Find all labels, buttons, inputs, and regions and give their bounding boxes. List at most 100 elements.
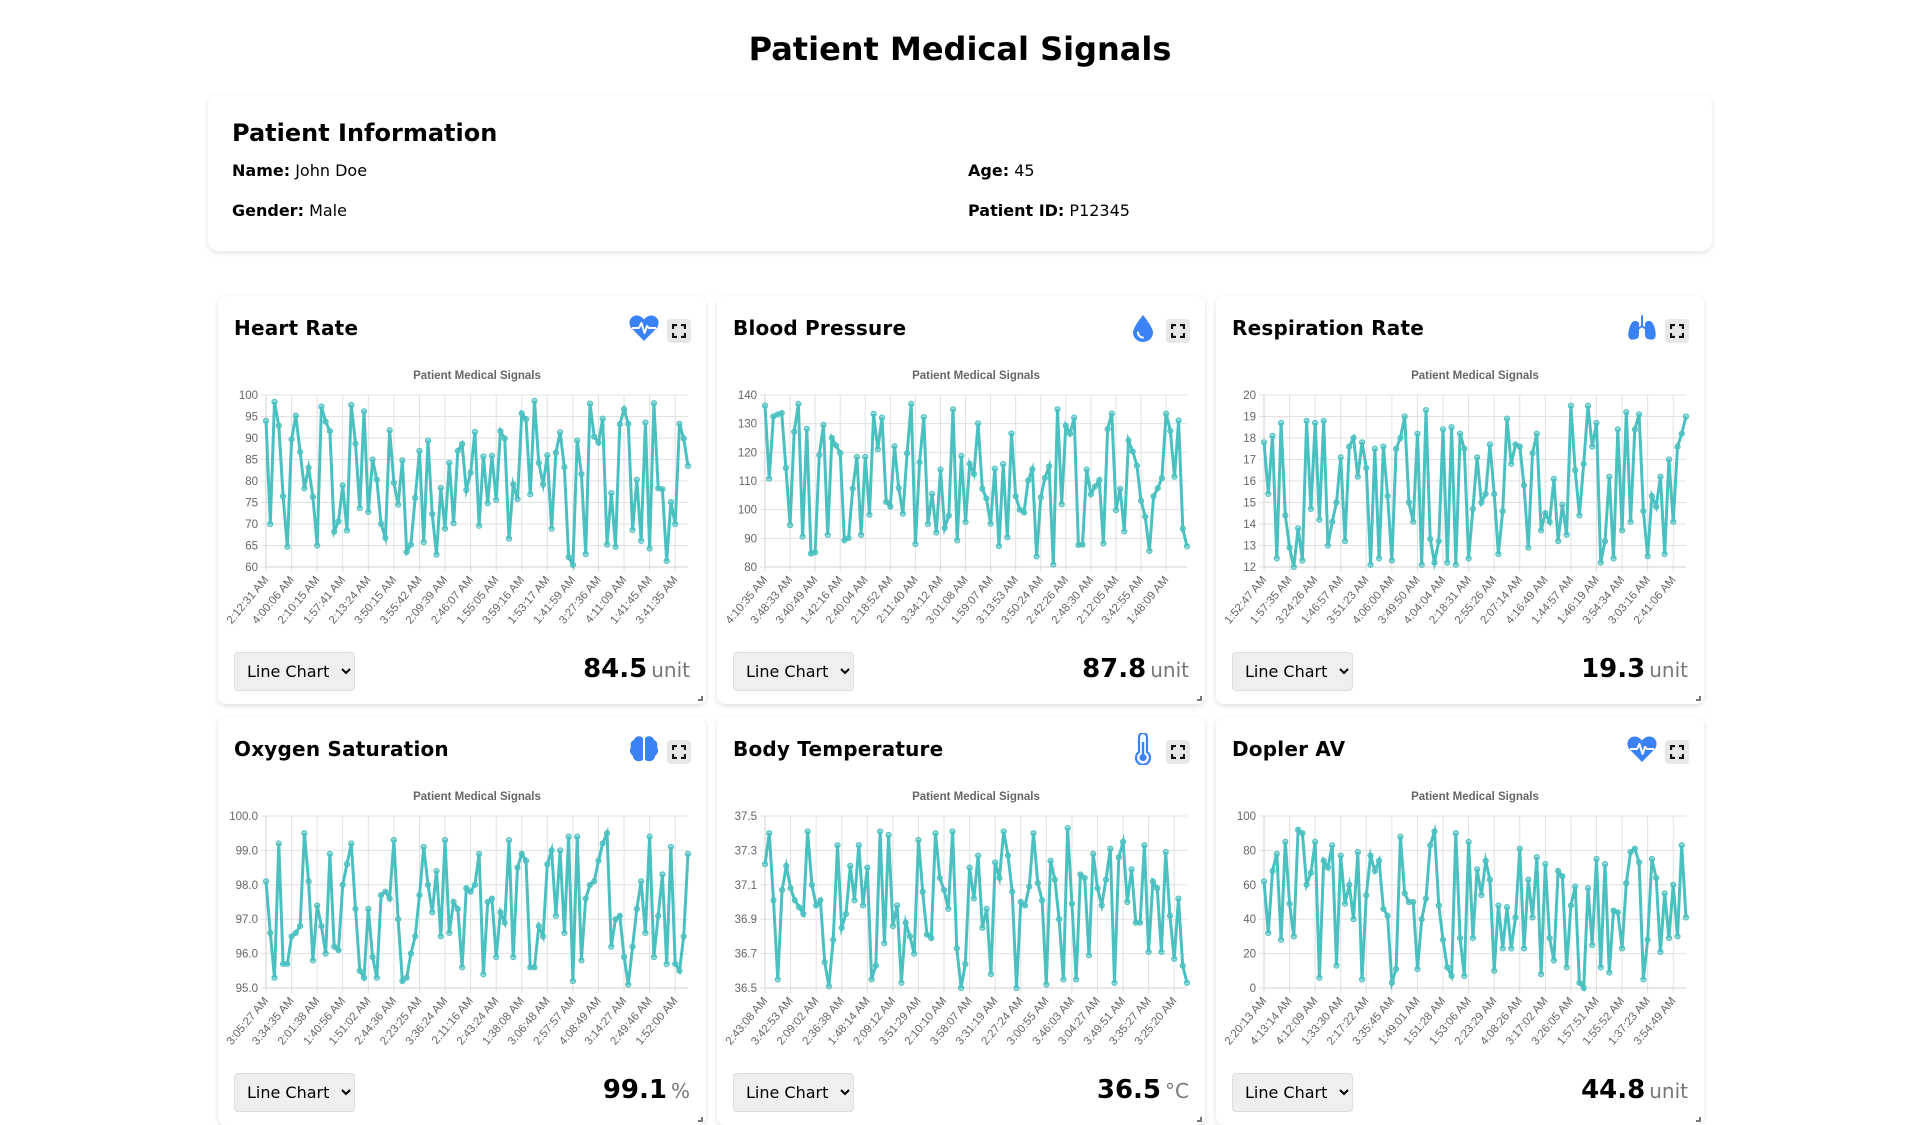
data-point xyxy=(1265,929,1272,937)
expand-fullscreen-button[interactable] xyxy=(667,319,691,343)
data-point xyxy=(1444,964,1451,971)
chart-title: Patient Medical Signals xyxy=(413,791,541,803)
expand-fullscreen-button[interactable] xyxy=(1665,740,1689,764)
data-point xyxy=(949,406,957,413)
data-point xyxy=(616,912,623,919)
chart-type-select[interactable]: Line Chart xyxy=(234,1073,355,1112)
data-point xyxy=(262,878,270,885)
data-point xyxy=(446,929,453,937)
data-point xyxy=(441,836,449,844)
chart-type-select[interactable]: Line Chart xyxy=(1232,1073,1353,1112)
resize-grip-icon[interactable] xyxy=(698,696,703,701)
expand-fullscreen-button[interactable] xyxy=(667,740,691,764)
data-point xyxy=(416,892,423,899)
data-point xyxy=(1154,485,1161,492)
data-point xyxy=(928,935,935,942)
y-tick-label: 15 xyxy=(1243,498,1256,510)
data-point xyxy=(1041,474,1049,481)
patient-name-value: John Doe xyxy=(295,161,368,180)
heart-pulse-icon xyxy=(628,312,660,344)
data-point xyxy=(1150,493,1157,500)
data-point xyxy=(1380,905,1387,912)
patient-age-value: 45 xyxy=(1014,161,1035,180)
patient-gender-value: Male xyxy=(309,201,347,220)
expand-fullscreen-button[interactable] xyxy=(1166,740,1190,764)
data-point xyxy=(857,531,865,538)
data-point xyxy=(1410,898,1417,906)
resize-grip-icon[interactable] xyxy=(1696,1117,1701,1122)
data-point xyxy=(620,406,628,413)
data-point xyxy=(348,840,355,847)
card-title: Dopler AV xyxy=(1232,737,1346,761)
data-point xyxy=(1009,888,1016,895)
data-point xyxy=(586,400,594,407)
data-point xyxy=(288,933,295,940)
data-point xyxy=(1324,864,1332,871)
data-point xyxy=(1401,890,1408,897)
y-tick-label: 100.0 xyxy=(229,811,258,823)
y-tick-label: 60 xyxy=(1243,880,1256,892)
data-point xyxy=(1452,830,1459,837)
data-point xyxy=(1682,413,1690,420)
data-point xyxy=(1636,411,1643,418)
data-point xyxy=(1384,492,1391,500)
data-point xyxy=(1661,551,1668,558)
data-point xyxy=(1108,410,1115,417)
chart-type-select[interactable]: Line Chart xyxy=(234,652,355,691)
data-point xyxy=(920,413,927,421)
data-point xyxy=(638,537,645,544)
data-point xyxy=(1418,561,1425,568)
data-point xyxy=(945,512,952,519)
expand-fullscreen-button[interactable] xyxy=(1665,319,1689,343)
data-point xyxy=(1175,895,1182,902)
card-title: Body Temperature xyxy=(733,737,944,761)
data-point xyxy=(561,464,568,471)
y-tick-label: 75 xyxy=(245,498,258,510)
expand-fullscreen-button[interactable] xyxy=(1166,319,1190,343)
data-point xyxy=(1320,857,1327,864)
data-point xyxy=(407,950,415,957)
data-point xyxy=(505,836,513,844)
expand-icon xyxy=(1171,745,1185,759)
data-point xyxy=(476,850,483,857)
y-tick-label: 120 xyxy=(738,447,757,459)
data-point xyxy=(612,543,619,550)
chart-type-select[interactable]: Line Chart xyxy=(1232,652,1353,691)
data-point xyxy=(1520,945,1528,952)
data-point xyxy=(902,919,909,926)
resize-grip-icon[interactable] xyxy=(1696,696,1701,701)
data-point xyxy=(898,979,905,986)
data-point xyxy=(1623,879,1630,887)
data-point xyxy=(1087,491,1095,498)
data-point xyxy=(578,471,585,478)
data-point xyxy=(862,453,869,461)
data-point xyxy=(1030,830,1037,837)
data-point xyxy=(791,897,798,904)
data-point xyxy=(1580,460,1587,467)
data-point xyxy=(1183,543,1191,550)
data-point xyxy=(975,852,982,859)
data-point xyxy=(1260,439,1268,446)
resize-grip-icon[interactable] xyxy=(1197,696,1202,701)
data-point xyxy=(1414,430,1421,437)
data-point xyxy=(356,504,363,512)
data-point xyxy=(1546,935,1553,942)
chart-type-select[interactable]: Line Chart xyxy=(733,652,854,691)
y-tick-label: 90 xyxy=(245,433,258,445)
data-point xyxy=(791,428,798,435)
chart-type-select[interactable]: Line Chart xyxy=(733,1073,854,1112)
data-point xyxy=(825,983,833,990)
data-point xyxy=(1363,892,1370,899)
resize-grip-icon[interactable] xyxy=(1197,1117,1202,1122)
data-point xyxy=(987,520,994,527)
data-point xyxy=(1142,513,1149,520)
data-point xyxy=(1051,876,1058,883)
resize-grip-icon[interactable] xyxy=(698,1117,703,1122)
data-point xyxy=(1060,976,1067,983)
data-point xyxy=(1461,445,1468,452)
data-point xyxy=(599,840,606,847)
signal-chart: Patient Medical Signals 80 90 100 110 120 130 1… xyxy=(725,358,1195,643)
y-tick-label: 36.5 xyxy=(735,983,757,995)
data-point xyxy=(832,442,840,449)
data-point xyxy=(271,398,278,405)
